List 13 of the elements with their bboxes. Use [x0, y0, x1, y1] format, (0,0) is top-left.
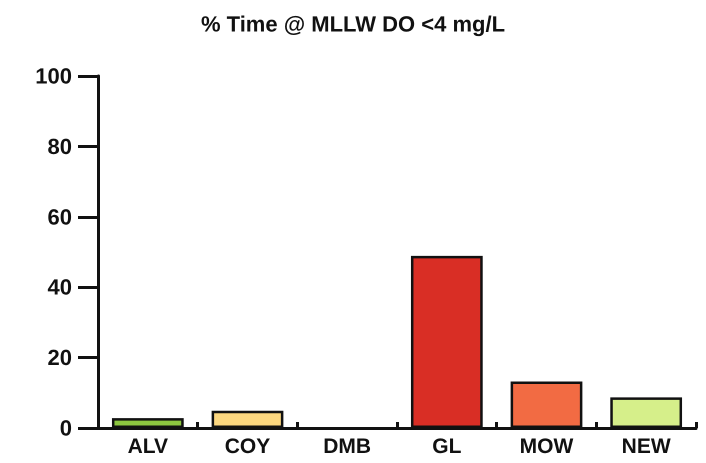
y-tick-label: 40: [48, 274, 72, 300]
x-tick-label: NEW: [622, 435, 671, 458]
x-tick-label: ALV: [128, 435, 168, 458]
y-tick-label: 0: [60, 416, 72, 440]
x-tick-label: GL: [432, 435, 462, 458]
y-tick-label: 80: [48, 134, 72, 159]
x-tick-label: MOW: [520, 435, 574, 458]
x-tick-label: DMB: [323, 435, 372, 458]
x-tick-label: COY: [224, 435, 270, 458]
y-tick-label: 20: [48, 345, 72, 370]
y-tick-label: 100: [35, 64, 72, 88]
chart-title: % Time @ MLLW DO <4 mg/L: [200, 12, 506, 36]
y-tick-label: 60: [48, 204, 72, 230]
